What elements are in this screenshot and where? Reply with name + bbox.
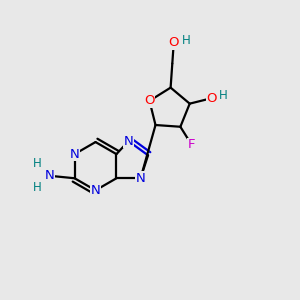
Text: H: H (182, 34, 190, 46)
Text: N: N (70, 148, 80, 160)
Text: H: H (219, 89, 228, 102)
Text: H: H (33, 158, 42, 170)
Text: N: N (124, 135, 134, 148)
Text: O: O (207, 92, 217, 105)
Text: N: N (136, 172, 146, 185)
Text: F: F (188, 138, 195, 151)
Text: N: N (91, 184, 100, 197)
Text: O: O (144, 94, 155, 107)
Text: O: O (169, 36, 179, 49)
Text: H: H (33, 181, 42, 194)
Text: N: N (45, 169, 55, 182)
